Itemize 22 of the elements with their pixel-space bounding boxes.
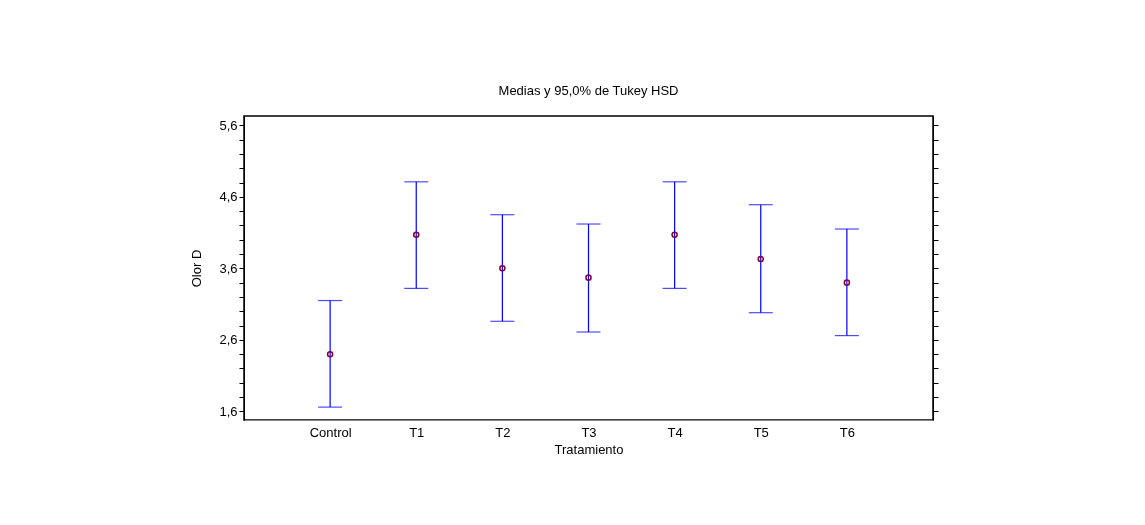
x-tick-label: T2	[495, 424, 511, 440]
point	[671, 231, 678, 239]
y-tick-label: 1,6	[219, 403, 238, 419]
x-tick-label: T3	[581, 424, 597, 440]
point	[412, 231, 420, 239]
y-tick-label: 2,6	[219, 332, 238, 348]
point	[499, 265, 506, 272]
x-tick-label: T6	[839, 424, 855, 440]
point	[585, 274, 592, 281]
chart-title: Medias y 95,0% de Tukey HSD	[498, 83, 679, 98]
x-axis-title: Tratamiento	[554, 441, 624, 457]
x-tick-label: T1	[409, 424, 425, 440]
point	[757, 255, 765, 263]
y-tick-label: 4,6	[219, 189, 238, 205]
y-tick-label: 3,6	[219, 260, 238, 276]
x-tick-label: T4	[667, 424, 683, 440]
point	[843, 279, 851, 286]
point	[326, 350, 334, 358]
y-axis-title: Olor D	[189, 249, 205, 288]
x-tick-label: T5	[753, 424, 769, 440]
y-tick-label: 5,6	[219, 117, 238, 133]
x-tick-label: Control	[309, 424, 352, 440]
